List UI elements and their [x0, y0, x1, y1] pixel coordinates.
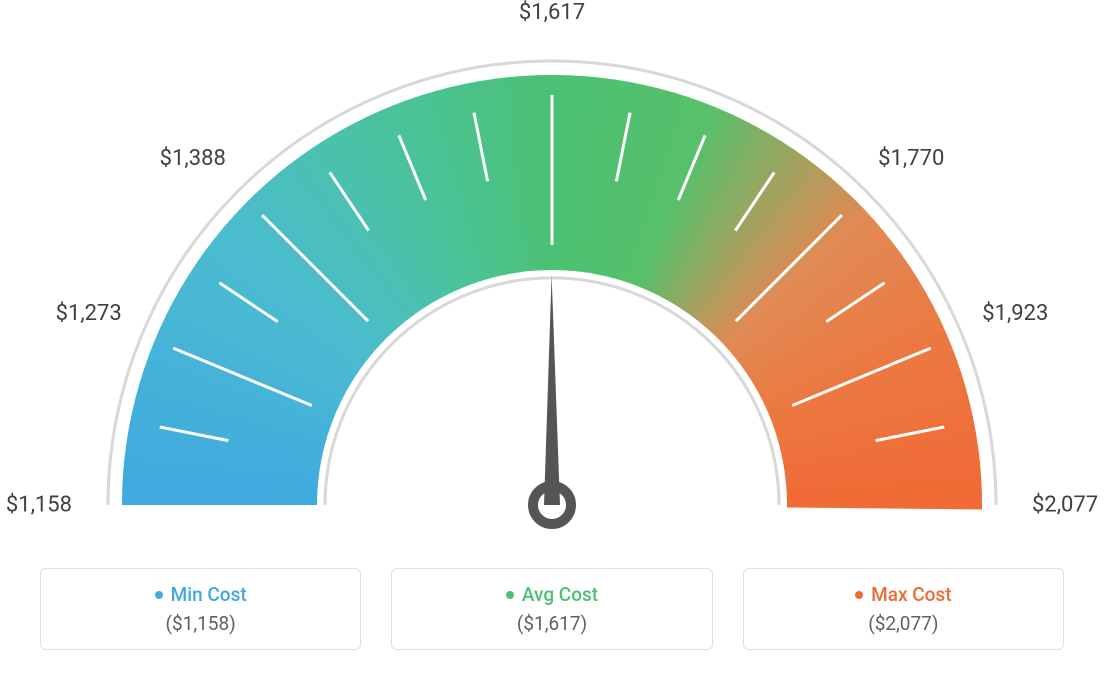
legend-dot-icon — [506, 591, 514, 599]
legend-title-text: Min Cost — [171, 583, 247, 606]
legend-title-text: Max Cost — [871, 583, 951, 606]
legend-box-avg: Avg Cost ($1,617) — [391, 568, 712, 650]
gauge-tick-label: $1,158 — [6, 493, 72, 518]
legend-title-avg: Avg Cost — [506, 583, 598, 606]
gauge-chart: $1,158 $1,273 $1,388 $1,617 $1,770 $1,923 $2,0… — [0, 0, 1104, 560]
gauge-tick-label: $1,388 — [160, 146, 226, 171]
gauge-tick-label: $1,923 — [982, 301, 1048, 326]
legend-title-text: Avg Cost — [522, 583, 598, 606]
legend-title-max: Max Cost — [855, 583, 951, 606]
legend-row: Min Cost ($1,158) Avg Cost ($1,617) Max Cost… — [0, 568, 1104, 650]
gauge-svg — [0, 0, 1104, 560]
legend-title-min: Min Cost — [155, 583, 247, 606]
legend-box-min: Min Cost ($1,158) — [40, 568, 361, 650]
gauge-tick-label: $1,273 — [56, 301, 122, 326]
gauge-tick-label: $1,617 — [519, 0, 585, 25]
legend-value-avg: ($1,617) — [412, 612, 691, 635]
legend-dot-icon — [155, 591, 163, 599]
legend-box-max: Max Cost ($2,077) — [743, 568, 1064, 650]
legend-dot-icon — [855, 591, 863, 599]
legend-value-max: ($2,077) — [764, 612, 1043, 635]
legend-value-min: ($1,158) — [61, 612, 340, 635]
gauge-tick-label: $2,077 — [1032, 493, 1098, 518]
gauge-tick-label: $1,770 — [878, 146, 944, 171]
